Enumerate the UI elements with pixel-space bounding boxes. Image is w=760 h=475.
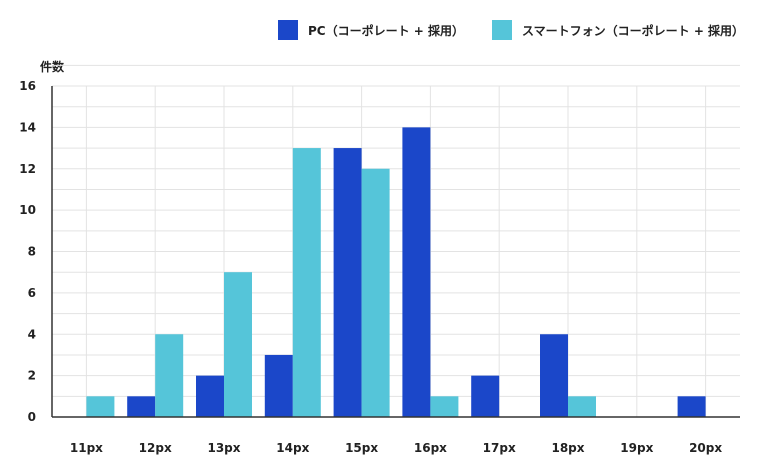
bar-pc-13px <box>196 375 224 417</box>
y-tick-label: 2 <box>28 369 36 383</box>
tick-labels: 0 2 4 6 8 10 12 14 16 11px 12px 13px 14px 15px 16px 17p… <box>19 79 722 455</box>
bar-pc-20px <box>677 396 706 417</box>
x-tick-label: 20px <box>689 441 722 455</box>
legend-label-smartphone: スマートフォン（コーポレート + 採用） <box>522 23 744 38</box>
legend-label-pc: PC（コーポレート + 採用） <box>308 23 464 38</box>
x-tick-label: 19px <box>620 441 653 455</box>
y-tick-label: 16 <box>19 79 36 93</box>
bars <box>86 127 706 417</box>
y-tick-label: 4 <box>28 327 36 341</box>
x-tick-label: 12px <box>139 441 172 455</box>
y-axis-title: 件数 <box>40 59 65 74</box>
bar-smartphone-15px <box>361 168 390 417</box>
bar-pc-16px <box>402 127 431 417</box>
bar-pc-12px <box>127 396 156 417</box>
legend-swatch-pc <box>278 20 298 40</box>
y-tick-label: 10 <box>19 203 36 217</box>
bar-smartphone-13px <box>224 272 252 417</box>
y-tick-label: 0 <box>28 410 36 424</box>
y-tick-label: 6 <box>28 286 36 300</box>
legend-swatch-smartphone <box>492 20 512 40</box>
x-tick-label: 16px <box>414 441 447 455</box>
bar-smartphone-14px <box>292 148 321 417</box>
y-tick-label: 8 <box>28 245 36 259</box>
y-tick-label: 14 <box>19 120 36 134</box>
x-tick-label: 17px <box>483 441 516 455</box>
bar-smartphone-16px <box>430 396 459 417</box>
x-tick-label: 15px <box>345 441 378 455</box>
bar-pc-14px <box>264 354 293 417</box>
x-tick-label: 14px <box>276 441 309 455</box>
bar-smartphone-12px <box>155 334 184 417</box>
legend: PC（コーポレート + 採用） スマートフォン（コーポレート + 採用） <box>278 20 744 40</box>
x-tick-label: 18px <box>551 441 584 455</box>
y-tick-label: 12 <box>19 162 36 176</box>
x-tick-label: 11px <box>70 441 103 455</box>
bar-pc-15px <box>333 148 362 417</box>
bar-pc-17px <box>471 375 500 417</box>
bar-smartphone-11px <box>86 396 115 417</box>
bar-smartphone-18px <box>568 396 596 417</box>
x-tick-label: 13px <box>207 441 240 455</box>
bar-pc-18px <box>540 334 568 417</box>
